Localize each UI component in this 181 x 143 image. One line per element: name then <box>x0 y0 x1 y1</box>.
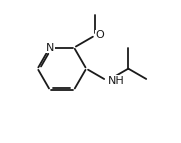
Text: O: O <box>96 30 105 40</box>
Text: NH: NH <box>108 76 125 86</box>
Text: N: N <box>46 43 54 53</box>
